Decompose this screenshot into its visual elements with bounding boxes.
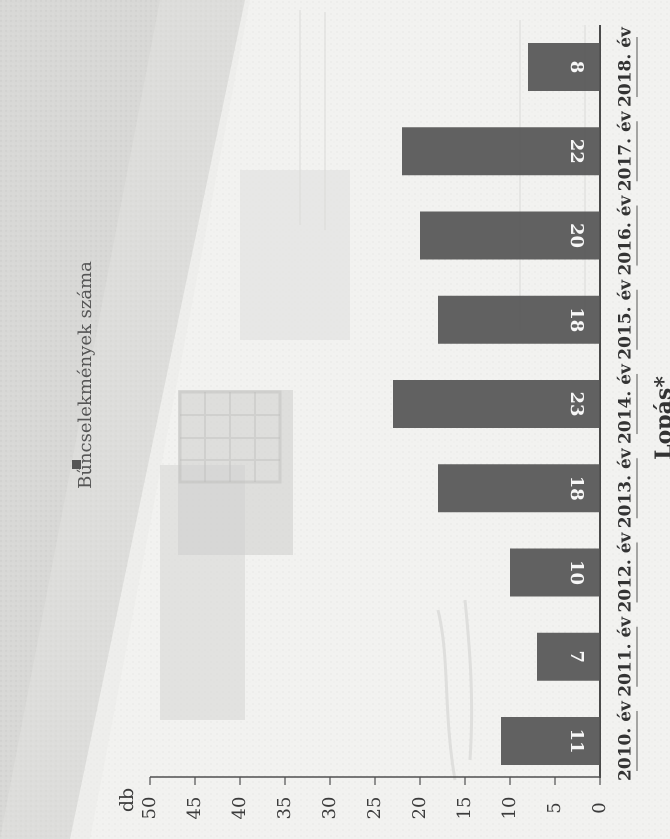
category-label: 2014. év bbox=[616, 363, 636, 444]
bar-value-label: 22 bbox=[566, 139, 587, 164]
value-axis-tick-label: 35 bbox=[274, 797, 295, 820]
value-axis-tick-label: 40 bbox=[229, 797, 250, 820]
value-axis-tick-label: 50 bbox=[139, 797, 160, 820]
bar-2013 bbox=[438, 464, 600, 513]
bar-value-label: 11 bbox=[566, 728, 587, 753]
value-axis-tick-label: 45 bbox=[184, 797, 205, 820]
background-column-lines bbox=[299, 10, 586, 330]
category-label: 2012. év bbox=[616, 531, 636, 612]
value-axis-tick-label: 5 bbox=[544, 802, 565, 813]
bar-value-label: 10 bbox=[566, 560, 587, 585]
bar-value-label: 20 bbox=[566, 223, 587, 248]
bar-2018 bbox=[528, 43, 600, 91]
legend-marker bbox=[72, 460, 81, 469]
building-shape-center bbox=[178, 390, 293, 555]
value-axis-tick-label: 20 bbox=[409, 797, 430, 820]
value-axis-tick-label: 10 bbox=[499, 797, 520, 820]
background-tree-stroke bbox=[436, 599, 474, 781]
legend-label: Bűncselekmények száma bbox=[75, 261, 96, 489]
category-label: 2017. év bbox=[616, 110, 636, 191]
bar-value-label: 23 bbox=[566, 391, 587, 416]
value-axis-tick-label: 30 bbox=[319, 797, 340, 820]
category-label: 2010. év bbox=[616, 700, 636, 781]
value-axis-tick-label: 15 bbox=[454, 797, 475, 820]
bar-2012 bbox=[510, 548, 600, 597]
value-axis-tick-label: 0 bbox=[589, 802, 610, 813]
bar-2016 bbox=[420, 211, 600, 260]
bar-2015 bbox=[438, 295, 600, 344]
category-label: 2016. év bbox=[616, 194, 636, 275]
bar-value-label: 18 bbox=[566, 476, 587, 501]
diagonal-shadow-panel bbox=[0, 0, 245, 839]
bar-2014 bbox=[393, 380, 600, 428]
bar-2010 bbox=[501, 717, 600, 765]
category-label: 2015. év bbox=[616, 279, 636, 360]
bar-2017 bbox=[402, 127, 600, 176]
y-axis-unit-label: db bbox=[116, 788, 138, 812]
value-axis-tick-label: 25 bbox=[364, 797, 385, 820]
category-label: 2013. év bbox=[616, 447, 636, 528]
window-grid-shape bbox=[178, 390, 282, 484]
bar-value-label: 18 bbox=[566, 307, 587, 332]
diagonal-light-band bbox=[0, 0, 250, 839]
chart-title: Lopás* bbox=[651, 376, 670, 460]
category-label: 2018. év bbox=[616, 26, 636, 107]
building-shape-right bbox=[240, 170, 350, 340]
window-grid-lines bbox=[180, 392, 280, 482]
bar-value-label: 7 bbox=[566, 650, 587, 663]
bar-2011 bbox=[537, 632, 600, 681]
category-label: 2011. év bbox=[616, 616, 636, 697]
bar-value-label: 8 bbox=[566, 61, 587, 74]
